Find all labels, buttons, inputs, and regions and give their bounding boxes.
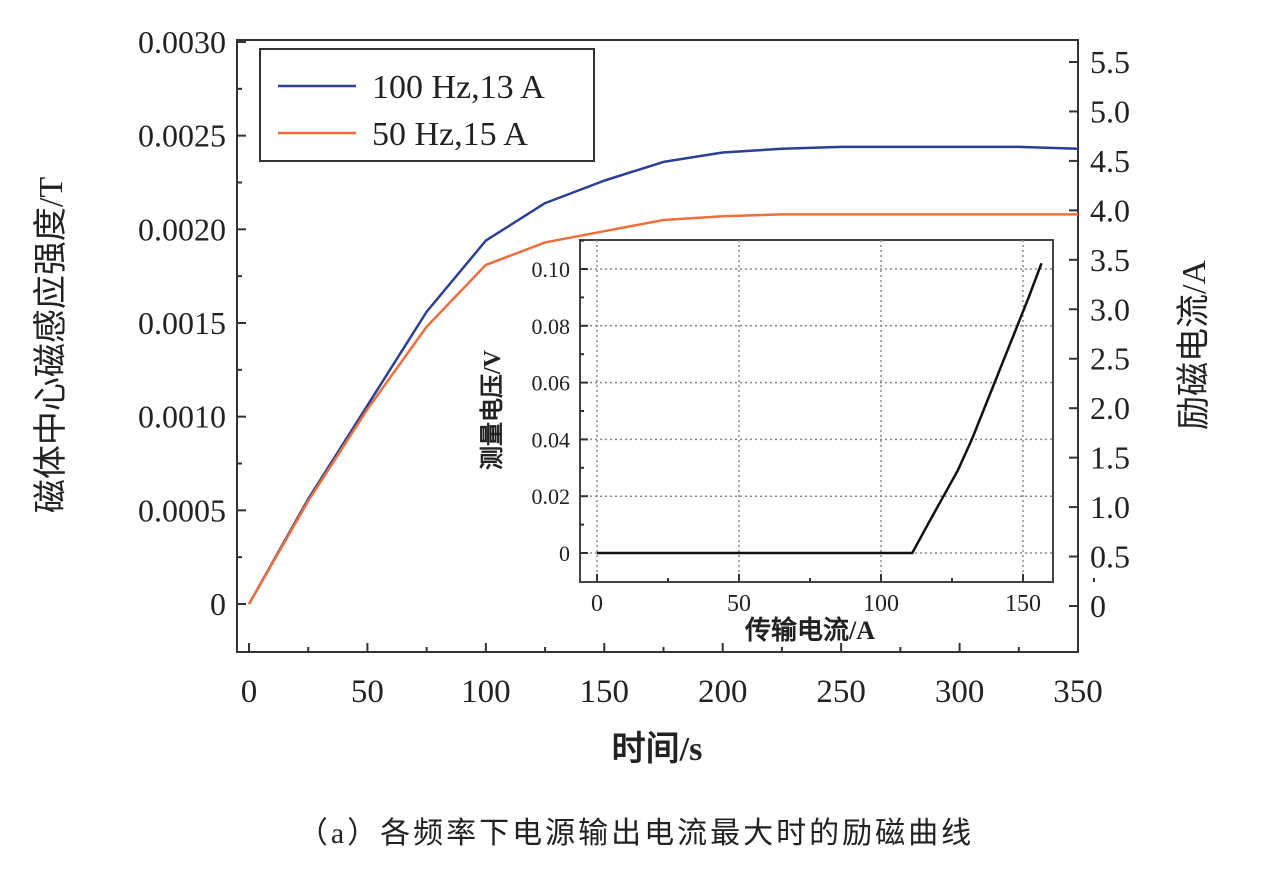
y-right-tick-label: 0.5 [1090,539,1130,575]
inset-x-tick-label: 0 [591,591,603,617]
inset-y-tick-label: 0.06 [532,371,571,396]
y-right-tick-label: 0 [1090,588,1106,624]
y-tick-label: 0.0020 [138,211,226,247]
y-right-tick-label: 5.5 [1090,44,1130,80]
x-axis-label: 时间/s [612,730,703,768]
inset-x-axis-label: 传输电流/A [744,615,875,645]
inset-y-axis-label: 测量电压/V [479,349,506,470]
y-tick-label: 0.0005 [138,492,226,528]
x-tick-label: 100 [461,674,511,710]
x-tick-label: 350 [1053,674,1103,710]
inset-x-tick-label: 150 [1005,591,1041,617]
y-right-tick-label: 1.0 [1090,489,1130,525]
y-right-tick-label: 2.5 [1090,341,1130,377]
inset-y-tick-label: 0.10 [532,257,571,282]
y-right-tick-label: 4.5 [1090,143,1130,179]
y-tick-label: 0.0015 [138,305,226,341]
inset-y-tick-label: 0.02 [532,484,571,509]
inset-y-tick-label: 0.08 [532,314,571,339]
inset-series-line-0 [597,262,1043,555]
inset-x-tick-label: 50 [727,591,751,617]
main-plot-frame [236,39,1079,653]
y-right-tick-label: 5.0 [1090,93,1130,129]
y-right-tick-label: 3.0 [1090,291,1130,327]
inset-frame [579,239,1054,583]
inset-x-tick-label: 100 [863,591,899,617]
y-right-tick-label: 1.5 [1090,440,1130,476]
y-tick-label: 0.0025 [138,118,226,154]
inset-y-tick-label: 0 [559,541,570,566]
inset-y-tick-label: 0.04 [532,427,571,452]
x-tick-label: 300 [935,674,985,710]
legend-label: 100 Hz,13 A [372,69,545,106]
y-tick-label: 0.0010 [138,399,226,435]
x-tick-label: 0 [241,674,258,710]
x-tick-label: 150 [580,674,630,710]
y-axis-label: 磁体中心磁感应强度/T [32,177,70,513]
y-right-axis-label: 励磁电流/A [1175,260,1213,430]
legend-label: 50 Hz,15 A [372,116,528,153]
x-tick-label: 200 [698,674,748,710]
y-tick-label: 0 [210,586,226,622]
figure-caption: （a）各频率下电源输出电流最大时的励磁曲线 [297,817,975,850]
series-line-0 [247,145,1079,605]
y-right-tick-label: 3.5 [1090,242,1130,278]
y-tick-label: 0.0030 [138,24,226,60]
series-line-1 [247,213,1078,605]
y-right-tick-label: 4.0 [1090,192,1130,228]
x-tick-label: 50 [351,674,384,710]
legend-box [259,48,595,162]
x-tick-label: 250 [816,674,866,710]
y-right-tick-label: 2.0 [1090,390,1130,426]
